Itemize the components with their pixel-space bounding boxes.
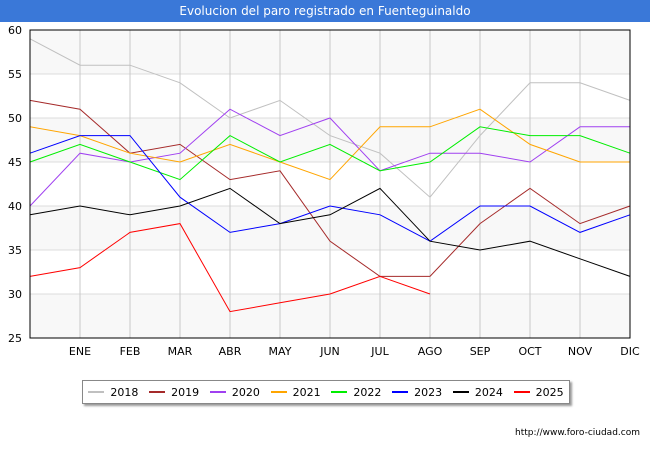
legend-item-2019: 2019 xyxy=(149,386,199,399)
x-tick-label: FEB xyxy=(120,345,141,358)
legend-label: 2022 xyxy=(353,385,382,399)
chart-title: Evolucion del paro registrado en Fuenteg… xyxy=(0,0,650,22)
x-tick-label: ENE xyxy=(69,345,91,358)
series-line-2021 xyxy=(29,108,630,181)
legend-label: 2024 xyxy=(474,385,503,399)
y-tick-label: 40 xyxy=(8,200,22,213)
x-tick-label: JUN xyxy=(319,345,340,358)
legend-label: 2020 xyxy=(231,385,260,399)
legend-item-2024: 2024 xyxy=(452,385,503,399)
legend-swatch xyxy=(270,391,287,393)
legend-swatch xyxy=(513,391,530,393)
legend-label: 2018 xyxy=(110,385,139,399)
x-tick-label: MAY xyxy=(269,345,292,358)
legend-swatch xyxy=(209,391,226,393)
y-tick-label: 25 xyxy=(8,332,22,345)
source-url: http://www.foro-ciudad.com xyxy=(515,428,640,438)
legend-label: 2021 xyxy=(292,385,321,399)
x-tick-label: AGO xyxy=(418,345,443,358)
legend-swatch xyxy=(331,391,348,393)
x-tick-label: DIC xyxy=(620,345,640,358)
x-tick-label: OCT xyxy=(518,345,541,358)
legend-item-2018: 2018 xyxy=(88,386,138,399)
legend-item-2025: 2025 xyxy=(513,385,564,399)
x-tick-label: MAR xyxy=(168,345,193,358)
legend-swatch xyxy=(88,391,105,393)
series-line-2022 xyxy=(29,126,631,181)
legend-item-2020: 2020 xyxy=(209,385,260,399)
legend-label: 2023 xyxy=(414,385,443,399)
y-tick-label: 50 xyxy=(8,112,22,125)
x-tick-label: ABR xyxy=(219,345,242,358)
x-tick-label: NOV xyxy=(568,345,593,358)
x-tick-label: JUL xyxy=(370,345,389,358)
legend-swatch xyxy=(149,391,166,393)
y-tick-label: 55 xyxy=(8,68,22,81)
y-tick-label: 30 xyxy=(8,288,22,301)
series-line-2024 xyxy=(29,187,631,277)
y-tick-label: 45 xyxy=(8,156,22,169)
series-line-2023 xyxy=(29,135,631,242)
legend-label: 2025 xyxy=(535,385,564,399)
legend-label: 2019 xyxy=(171,385,200,399)
legend-swatch xyxy=(452,391,469,393)
x-tick-label: SEP xyxy=(470,345,491,358)
legend-item-2023: 2023 xyxy=(392,386,442,399)
y-tick-label: 35 xyxy=(8,244,22,257)
series-line-2018 xyxy=(29,38,631,198)
plot-border xyxy=(29,29,631,339)
y-tick-label: 60 xyxy=(8,24,22,37)
legend-item-2022: 2022 xyxy=(331,386,381,399)
legend-swatch xyxy=(392,391,409,393)
legend-item-2021: 2021 xyxy=(270,385,321,399)
series-line-2025 xyxy=(29,223,431,313)
legend: 2018 2019 2020 2021 2022 2023 2024 2025 xyxy=(82,380,570,404)
